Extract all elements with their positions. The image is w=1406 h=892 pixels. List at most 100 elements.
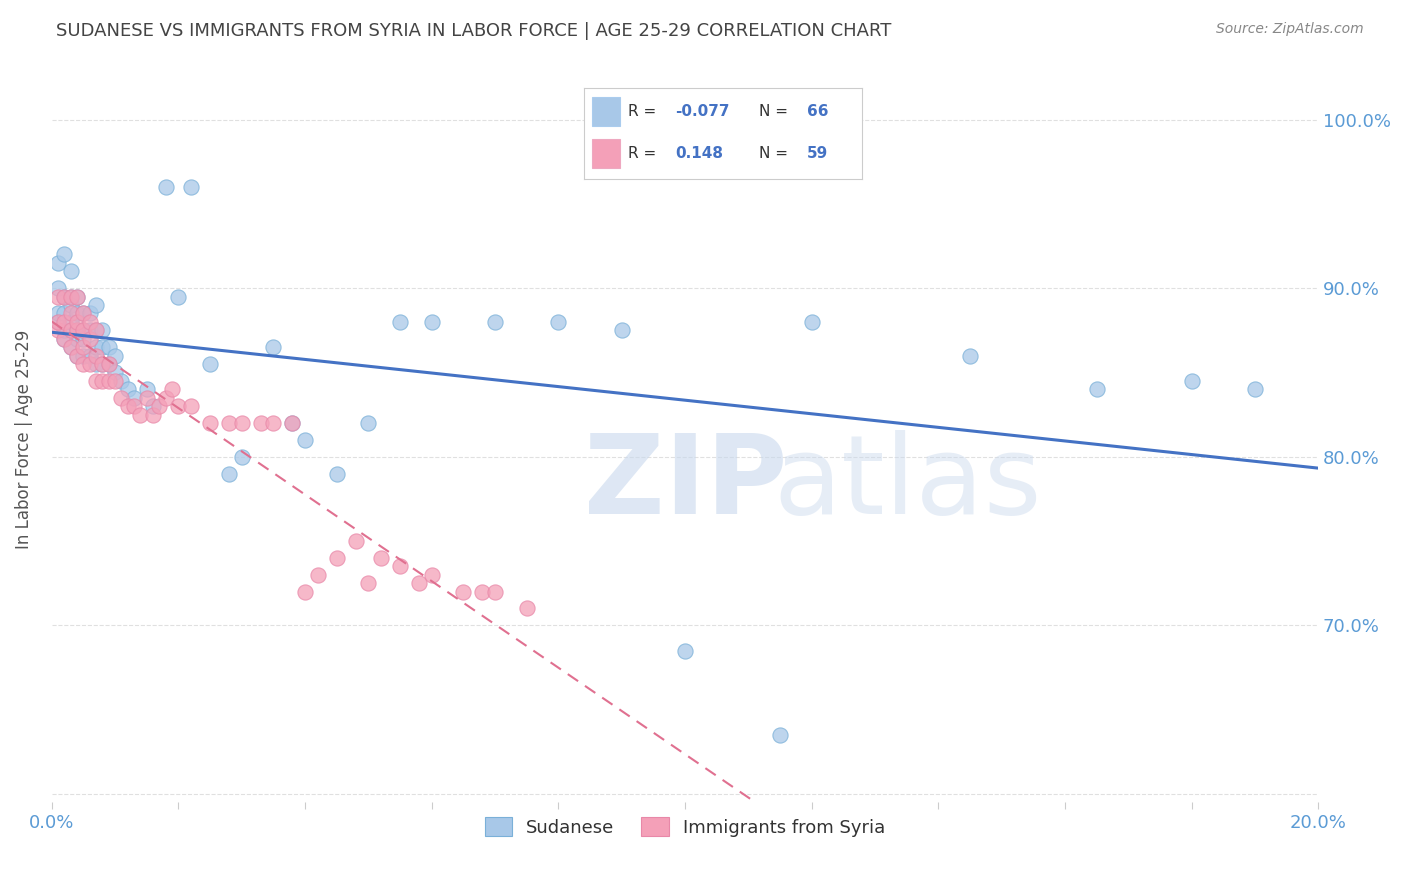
Point — [59, 315, 82, 329]
Point — [484, 584, 506, 599]
Point — [142, 399, 165, 413]
Point — [59, 340, 82, 354]
Point — [388, 559, 411, 574]
Point — [53, 323, 76, 337]
Point — [344, 533, 367, 548]
Point — [66, 349, 89, 363]
Point — [72, 306, 94, 320]
Text: Source: ZipAtlas.com: Source: ZipAtlas.com — [1216, 22, 1364, 37]
Point — [129, 408, 152, 422]
Point — [66, 323, 89, 337]
Point — [53, 247, 76, 261]
Point — [46, 315, 69, 329]
Point — [294, 584, 316, 599]
Point — [180, 399, 202, 413]
Point — [281, 416, 304, 430]
Point — [218, 467, 240, 481]
Point — [79, 323, 101, 337]
Point — [135, 382, 157, 396]
Point — [79, 332, 101, 346]
Point — [357, 416, 380, 430]
Point — [53, 289, 76, 303]
Point — [91, 374, 114, 388]
Point — [46, 289, 69, 303]
Point — [110, 391, 132, 405]
Point — [46, 315, 69, 329]
Point — [91, 357, 114, 371]
Point — [370, 550, 392, 565]
Point — [72, 323, 94, 337]
Point — [59, 289, 82, 303]
Point — [72, 323, 94, 337]
Point — [66, 349, 89, 363]
Point — [84, 374, 107, 388]
Point — [673, 643, 696, 657]
Point — [1180, 374, 1202, 388]
Point — [800, 315, 823, 329]
Point — [53, 306, 76, 320]
Point — [155, 180, 177, 194]
Point — [59, 289, 82, 303]
Point — [1085, 382, 1108, 396]
Point — [610, 323, 633, 337]
Point — [97, 374, 120, 388]
Point — [84, 323, 107, 337]
Point — [79, 315, 101, 329]
Point — [249, 416, 271, 430]
Point — [148, 399, 170, 413]
Point — [53, 289, 76, 303]
Point — [79, 306, 101, 320]
Point — [198, 357, 221, 371]
Point — [420, 315, 443, 329]
Point — [59, 298, 82, 312]
Point — [66, 289, 89, 303]
Point — [53, 315, 76, 329]
Point — [66, 323, 89, 337]
Point — [91, 357, 114, 371]
Point — [84, 349, 107, 363]
Point — [117, 399, 139, 413]
Point — [959, 349, 981, 363]
Point — [84, 340, 107, 354]
Point — [547, 315, 569, 329]
Point — [97, 340, 120, 354]
Point — [66, 306, 89, 320]
Point — [160, 382, 183, 396]
Point — [307, 567, 329, 582]
Point — [59, 264, 82, 278]
Point — [231, 416, 253, 430]
Point — [516, 601, 538, 615]
Text: ZIP: ZIP — [583, 430, 787, 537]
Legend: Sudanese, Immigrants from Syria: Sudanese, Immigrants from Syria — [478, 810, 893, 844]
Point — [66, 315, 89, 329]
Point — [79, 349, 101, 363]
Point — [72, 340, 94, 354]
Point — [281, 416, 304, 430]
Point — [53, 332, 76, 346]
Point — [104, 366, 127, 380]
Point — [72, 349, 94, 363]
Point — [84, 357, 107, 371]
Point — [104, 374, 127, 388]
Point — [91, 323, 114, 337]
Point — [122, 399, 145, 413]
Point — [46, 323, 69, 337]
Point — [72, 357, 94, 371]
Point — [769, 728, 792, 742]
Y-axis label: In Labor Force | Age 25-29: In Labor Force | Age 25-29 — [15, 330, 32, 549]
Point — [420, 567, 443, 582]
Point — [97, 357, 120, 371]
Point — [294, 433, 316, 447]
Point — [262, 340, 284, 354]
Point — [167, 399, 190, 413]
Point — [59, 340, 82, 354]
Point — [46, 281, 69, 295]
Point — [484, 315, 506, 329]
Point — [72, 332, 94, 346]
Point — [110, 374, 132, 388]
Point — [84, 298, 107, 312]
Point — [155, 391, 177, 405]
Point — [471, 584, 494, 599]
Point — [53, 332, 76, 346]
Point — [167, 289, 190, 303]
